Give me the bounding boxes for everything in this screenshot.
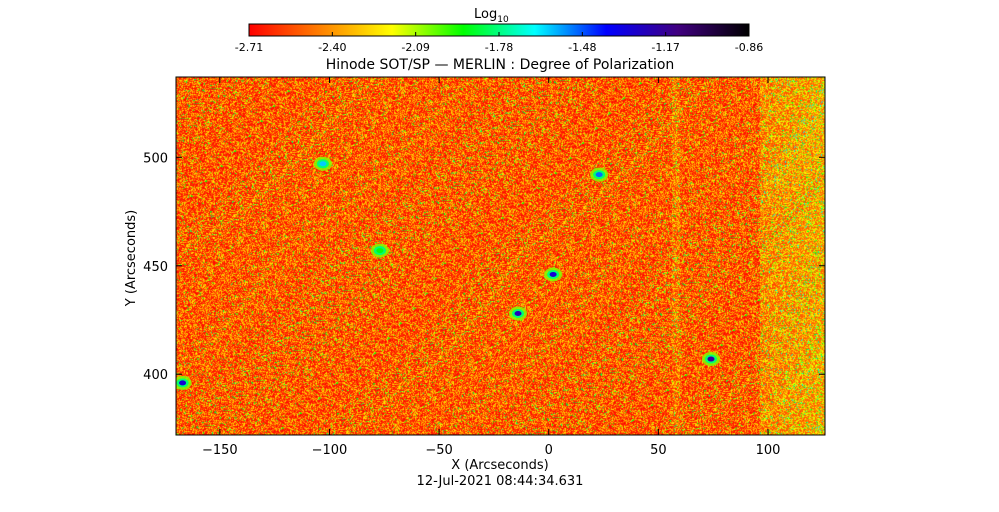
plot-area: −150 −100 −50 0 50 100 400 450 500 [143,76,826,458]
heatmap-features [176,156,720,390]
heatmap-image [176,77,825,435]
feature-core [595,172,603,178]
colorbar-tick-label: -1.48 [568,41,596,54]
colorbar-ticks: -2.71 -2.40 -2.09 -1.78 -1.48 -1.17 -0.86 [235,32,763,54]
x-tick-label: −50 [425,443,452,458]
y-tick-label: 450 [143,260,168,275]
colorbar-tick-label: -2.09 [401,41,429,54]
plot-frame [175,76,826,436]
colorbar-tick-label: -0.86 [735,41,763,54]
feature-core [319,161,327,167]
colorbar-title-subscript: 10 [497,15,509,25]
colorbar-tick-label: -2.71 [235,41,263,54]
y-axis-label: Y (Arcseconds) [124,210,139,307]
timestamp: 12-Jul-2021 08:44:34.631 [417,474,584,489]
x-axis: −150 −100 −50 0 50 100 [202,77,780,458]
colorbar-tick-label: -1.17 [651,41,679,54]
x-tick-label: −150 [202,443,238,458]
x-tick-label: 50 [650,443,667,458]
feature-core [514,310,522,316]
y-tick-label: 500 [143,151,168,166]
colorbar: Log10 -2.71 -2.40 -2.09 -1.78 -1.48 -1.17 -0.8… [235,7,763,54]
feature-core [376,248,384,254]
colorbar-tick-label: -2.40 [318,41,346,54]
y-axis: 400 450 500 [143,151,825,383]
feature-core [707,356,715,362]
colorbar-tick-label: -1.78 [485,41,513,54]
colorbar-title: Log10 [474,7,509,25]
x-axis-label: X (Arcseconds) [451,458,548,473]
feature-core [549,271,557,277]
x-tick-label: 100 [756,443,781,458]
y-tick-label: 400 [143,368,168,383]
x-tick-label: 0 [545,443,553,458]
colorbar-title-text: Log [474,7,497,22]
chart-title: Hinode SOT/SP — MERLIN : Degree of Polar… [326,57,675,73]
feature-core [179,380,187,386]
x-tick-label: −100 [312,443,348,458]
